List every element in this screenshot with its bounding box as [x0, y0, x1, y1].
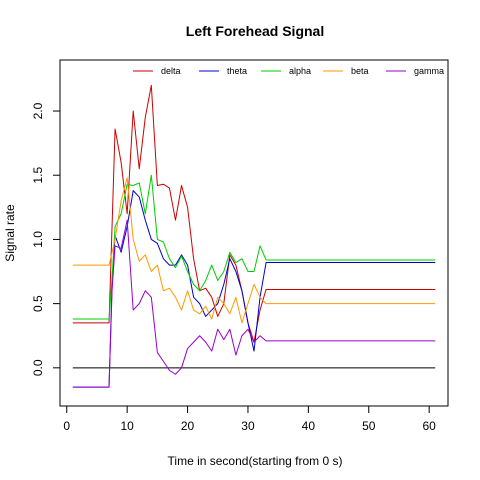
legend-label-theta: theta	[227, 66, 247, 76]
legend-label-gamma: gamma	[414, 66, 444, 76]
x-tick-label: 10	[120, 419, 134, 433]
y-tick-label: 0.5	[31, 295, 45, 312]
y-tick-label: 1.0	[31, 231, 45, 248]
x-tick-label: 20	[181, 419, 195, 433]
y-tick-label: 2.0	[31, 102, 45, 119]
x-axis-label: Time in second(starting from 0 s)	[168, 454, 343, 468]
plot-frame	[59, 59, 449, 407]
x-tick-label: 50	[362, 419, 376, 433]
series-layer	[72, 84, 436, 388]
series-line-alpha	[72, 174, 436, 320]
x-tick-label: 40	[302, 419, 316, 433]
y-tick-label: 0.0	[31, 359, 45, 376]
axis-layer: 0 10 20 30 40 50 60 0.0 0.5 1.0 1.5 2.0	[31, 102, 436, 433]
series-line-theta	[72, 190, 436, 388]
legend: delta theta alpha beta gamma	[133, 66, 444, 76]
y-tick-label: 1.5	[31, 167, 45, 184]
series-line-gamma	[72, 219, 436, 388]
y-axis-label: Signal rate	[3, 204, 17, 262]
x-tick-label: 60	[422, 419, 436, 433]
series-line-beta	[72, 177, 436, 324]
x-tick-label: 0	[63, 419, 70, 433]
legend-label-beta: beta	[351, 66, 369, 76]
chart-title: Left Forehead Signal	[186, 23, 324, 39]
legend-label-delta: delta	[161, 66, 181, 76]
x-tick-label: 30	[241, 419, 255, 433]
legend-label-alpha: alpha	[289, 66, 311, 76]
